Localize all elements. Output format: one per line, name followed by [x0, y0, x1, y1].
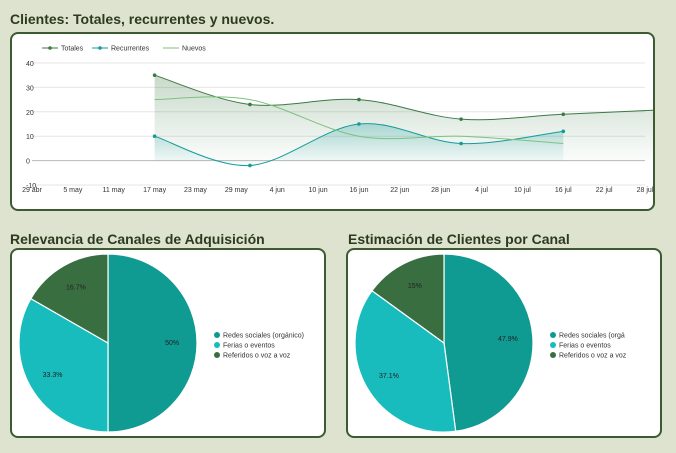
- x-tick-label: 16 jun: [349, 187, 368, 194]
- legend-marker-totales: [48, 46, 52, 50]
- x-tick-label: 10 jun: [309, 187, 328, 194]
- x-tick-label: 22 jun: [390, 187, 409, 194]
- y-tick-label: 0: [26, 159, 30, 166]
- pie1-card: 50% 33.3% 16.7% Redes sociales (orgánico) Fe…: [10, 248, 326, 438]
- data-point-recurrentes: [561, 129, 566, 134]
- x-tick-label: 5 may: [63, 187, 83, 194]
- data-point-totales: [357, 97, 361, 102]
- pie-slice: [443, 253, 534, 432]
- data-point-totales: [459, 117, 463, 121]
- pie-slice: [354, 289, 457, 433]
- slice-label: 15%: [408, 283, 422, 290]
- y-tick-label: 10: [26, 134, 34, 141]
- line-chart-title: Clientes: Totales, recurrentes y nuevos.: [10, 11, 275, 27]
- x-tick-label: 10 jul: [514, 187, 531, 194]
- x-tick-label: 16 jul: [555, 187, 572, 194]
- line-chart-card: 40 30 20 10 0 -10 29 abr 5 may 11 may 17 may 23 ma…: [10, 32, 675, 211]
- legend-swatch: [214, 342, 220, 348]
- data-point-totales: [152, 73, 157, 77]
- legend-swatch: [550, 342, 556, 348]
- legend-marker-recurrentes: [98, 46, 102, 50]
- y-tick-label: 30: [26, 85, 34, 92]
- legend-label: Referidos o voz a voz: [559, 353, 627, 360]
- pie2-chart: 47.9% 37.1% 15% Redes sociales (orgá Ferias …: [354, 253, 627, 433]
- data-point-totales: [248, 102, 252, 107]
- x-tick-label: 22 jul: [596, 187, 613, 194]
- data-point-recurrentes: [459, 141, 463, 146]
- x-tick-label: 28 jun: [431, 187, 450, 194]
- data-point-totales: [561, 112, 566, 117]
- pie1-chart: 50% 33.3% 16.7% Redes sociales (orgánico) Fe…: [18, 253, 304, 433]
- legend-label: Redes sociales (orgá: [559, 333, 625, 340]
- x-tick-label: 23 may: [184, 187, 207, 194]
- legend-label: Ferias o eventos: [223, 343, 275, 350]
- series-line-nuevos: [154, 96, 564, 145]
- x-tick-label: 4 jun: [270, 187, 285, 194]
- pie-slice: [107, 253, 198, 433]
- legend-label: Referidos o voz a voz: [223, 353, 291, 360]
- pie-slice: [18, 297, 109, 433]
- slice-label: 37.1%: [379, 373, 399, 380]
- x-tick-label: 28 jul: [637, 187, 653, 194]
- legend-label: Redes sociales (orgánico): [223, 333, 304, 340]
- series-area-recurrentes: [154, 123, 564, 166]
- legend-label: Ferias o eventos: [559, 343, 611, 350]
- data-point-recurrentes: [152, 134, 157, 138]
- pie-slice: [30, 253, 109, 345]
- x-tick-label: 4 jul: [475, 187, 488, 194]
- pie2-title: Estimación de Clientes por Canal: [348, 231, 570, 247]
- slice-label: 16.7%: [66, 285, 86, 292]
- series-line-totales: [154, 74, 673, 121]
- data-point-recurrentes: [357, 122, 361, 126]
- pie1-title: Relevancia de Canales de Adquisición: [10, 231, 265, 247]
- pie-slice: [371, 253, 445, 345]
- slice-label: 33.3%: [43, 372, 63, 379]
- data-point-recurrentes: [248, 163, 252, 168]
- x-tick-label: 29 abr: [22, 187, 43, 194]
- slice-label: 50%: [165, 340, 179, 347]
- legend-swatch: [550, 352, 556, 358]
- x-tick-label: 11 may: [103, 187, 126, 194]
- legend-label-recurrentes: Recurrentes: [111, 46, 150, 53]
- y-tick-label: 20: [26, 110, 34, 117]
- legend-swatch: [214, 332, 220, 338]
- x-tick-label: 29 may: [225, 187, 248, 194]
- x-tick-label: 17 may: [143, 187, 166, 194]
- pie2-card: 47.9% 37.1% 15% Redes sociales (orgá Ferias …: [346, 248, 662, 438]
- slice-label: 47.9%: [498, 336, 518, 343]
- legend-label-totales: Totales: [61, 46, 84, 53]
- y-tick-label: -10: [26, 183, 36, 190]
- legend-label-nuevos: Nuevos: [182, 46, 206, 53]
- legend-swatch: [550, 332, 556, 338]
- legend-swatch: [214, 352, 220, 358]
- y-tick-label: 40: [26, 61, 34, 68]
